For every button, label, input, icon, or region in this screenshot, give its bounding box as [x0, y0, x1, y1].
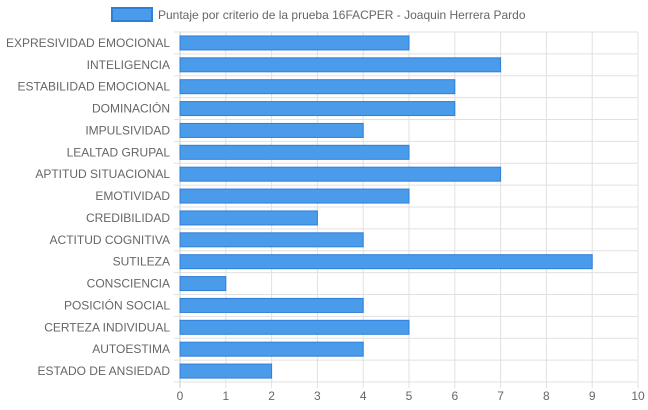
bar[interactable]	[179, 79, 456, 95]
category-label: POSICIÓN SOCIAL	[64, 297, 170, 312]
x-tick-label: 1	[222, 389, 229, 403]
bar[interactable]	[179, 276, 227, 292]
bar[interactable]	[179, 101, 456, 117]
x-tick-label: 10	[631, 389, 645, 403]
category-label: APTITUD SITUACIONAL	[35, 167, 170, 181]
category-label: ACTITUD COGNITIVA	[50, 233, 170, 247]
bar[interactable]	[179, 144, 410, 160]
category-label: ESTADO DE ANSIEDAD	[38, 364, 171, 378]
x-tick-label: 7	[497, 389, 504, 403]
bar[interactable]	[179, 35, 410, 51]
bar[interactable]	[179, 122, 364, 138]
category-label: INTELIGENCIA	[87, 58, 170, 72]
category-label: AUTOESTIMA	[92, 342, 170, 356]
category-label: ESTABILIDAD EMOCIONAL	[18, 80, 171, 94]
bar[interactable]	[179, 319, 410, 335]
bar[interactable]	[179, 166, 502, 182]
category-label: CERTEZA INDIVIDUAL	[44, 320, 170, 334]
x-tick-label: 2	[268, 389, 275, 403]
category-label: IMPULSIVIDAD	[85, 123, 170, 137]
x-tick-label: 0	[177, 389, 184, 403]
x-tick-label: 8	[543, 389, 550, 403]
category-label: EMOTIVIDAD	[95, 189, 170, 203]
legend-swatch	[111, 7, 153, 22]
category-label: CONSCIENCIA	[87, 277, 170, 291]
legend-label: Puntaje por criterio de la prueba 16FACP…	[158, 8, 526, 22]
bar[interactable]	[179, 363, 273, 379]
category-label: DOMINACIÓN	[92, 101, 170, 116]
bar[interactable]	[179, 210, 318, 226]
bar[interactable]	[179, 341, 364, 357]
bars	[179, 35, 593, 379]
x-axis-ticks: 0 1 2 3 4 5 6 7 8 9 10	[177, 389, 645, 403]
x-tick-label: 4	[360, 389, 367, 403]
category-label: LEALTAD GRUPAL	[67, 145, 171, 159]
bar[interactable]	[179, 57, 502, 73]
x-tick-label: 9	[589, 389, 596, 403]
category-label: SUTILEZA	[113, 255, 170, 269]
category-label: EXPRESIVIDAD EMOCIONAL	[6, 36, 170, 50]
bar[interactable]	[179, 188, 410, 204]
x-tick-label: 3	[314, 389, 321, 403]
bar[interactable]	[179, 254, 593, 270]
legend[interactable]: Puntaje por criterio de la prueba 16FACP…	[111, 7, 526, 22]
bar[interactable]	[179, 232, 364, 248]
category-label: CREDIBILIDAD	[86, 211, 170, 225]
x-tick-label: 6	[451, 389, 458, 403]
category-labels: EXPRESIVIDAD EMOCIONAL INTELIGENCIA ESTABI…	[6, 36, 170, 378]
bar[interactable]	[179, 297, 364, 313]
x-tick-label: 5	[406, 389, 413, 403]
